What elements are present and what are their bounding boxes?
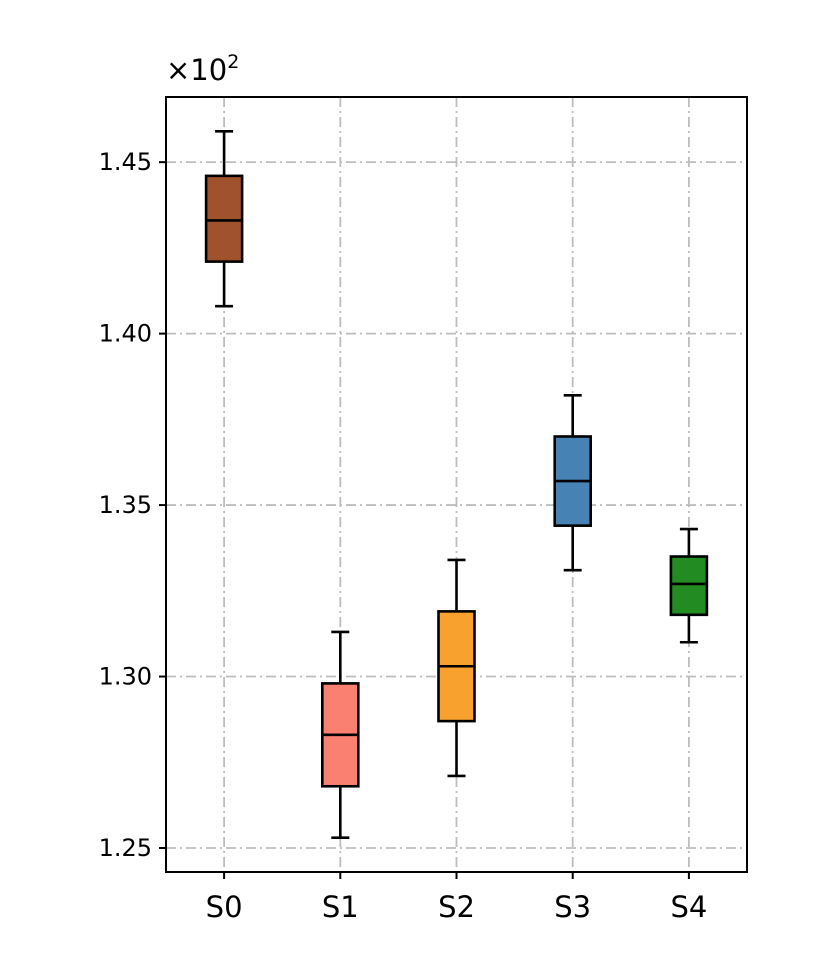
y-tick-label: 1.40 [99,320,152,348]
y-tick-label: 1.25 [99,834,152,862]
y-axis: 1.25 1.30 1.35 1.40 1.45 [99,148,166,862]
box-s2 [437,558,476,778]
x-tick-label-s2: S2 [438,890,475,924]
y-tick-label: 1.30 [99,663,152,691]
box-s1 [320,630,360,840]
multiplier-base: ×10 [166,53,227,87]
box-s3 [553,394,593,572]
y-tick-label: 1.35 [99,491,152,519]
y-axis-multiplier: ×102 [166,51,239,87]
box-s4 [669,527,709,644]
y-tick-label: 1.45 [99,148,152,176]
x-tick-label-s4: S4 [670,890,707,924]
box-series [204,129,709,840]
x-tick-label-s3: S3 [554,890,591,924]
iqr-box [669,555,709,617]
x-tick-label-s1: S1 [322,890,359,924]
multiplier-exponent: 2 [227,51,239,73]
x-tick-label-s0: S0 [206,890,243,924]
x-axis: S0 S1 S2 S3 S4 [206,872,707,924]
box-s0 [204,129,244,308]
iqr-box [204,174,244,263]
